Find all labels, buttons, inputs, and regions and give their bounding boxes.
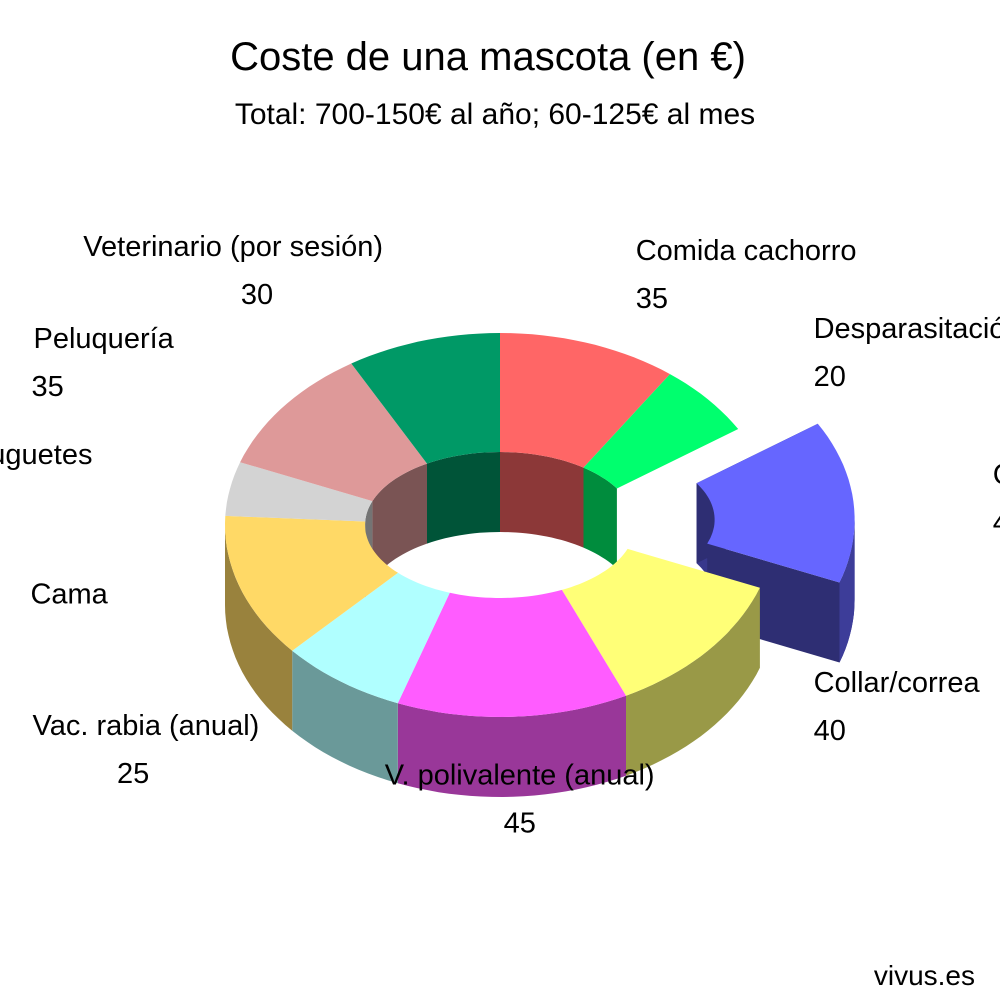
value-label: 30	[241, 279, 273, 311]
slice-3	[561, 548, 760, 696]
value-label: 35	[32, 371, 64, 403]
side-wall-3	[626, 587, 760, 776]
category-label: V. polivalente (anual)	[385, 760, 655, 792]
chart-title: Coste de una mascota (en €)	[230, 35, 746, 79]
slice-5	[292, 572, 450, 704]
chart-subtitle: Total: 700-150€ al año; 60-125€ al mes	[235, 98, 755, 131]
slice-4	[397, 589, 626, 717]
slice-1	[583, 374, 739, 489]
side-wall-4	[397, 695, 626, 797]
value-label: 25	[117, 758, 149, 790]
value-label: 45	[993, 507, 1000, 539]
slice-0	[500, 333, 670, 468]
category-label: Collar/correa	[814, 667, 981, 699]
category-label: Comida cachorro	[636, 235, 857, 267]
side-wall-front-2	[839, 519, 855, 663]
slice-8	[240, 363, 427, 502]
value-label: 35	[636, 283, 668, 315]
inner-wall-0	[500, 452, 584, 548]
inner-wall-8	[372, 463, 427, 582]
category-label: Comida	[993, 459, 1000, 491]
slice-2	[696, 423, 855, 583]
inner-wall-9	[427, 452, 500, 544]
labels-group: Comida cachorro 35 Desparasitación 20 Comida…	[0, 231, 1000, 840]
value-label: 20	[814, 361, 846, 393]
category-label: Desparasitación	[814, 313, 1000, 345]
inner-wall-1	[583, 467, 617, 569]
slice-6	[225, 515, 398, 651]
slice-7	[225, 462, 373, 522]
side-wall-5	[292, 650, 398, 784]
value-label: 45	[504, 808, 536, 840]
category-label: Peluquería	[34, 323, 175, 355]
category-label: Vac. rabia (anual)	[33, 710, 260, 742]
value-label: 40	[814, 715, 846, 747]
category-label: Cama	[30, 578, 108, 610]
category-label: Veterinario (por sesión)	[83, 231, 383, 263]
side-wall-6	[225, 525, 293, 731]
slices-group	[225, 333, 855, 797]
category-label: Juguetes	[0, 439, 93, 471]
credit-text: vivus.es	[874, 960, 975, 991]
slice-9	[351, 333, 500, 464]
